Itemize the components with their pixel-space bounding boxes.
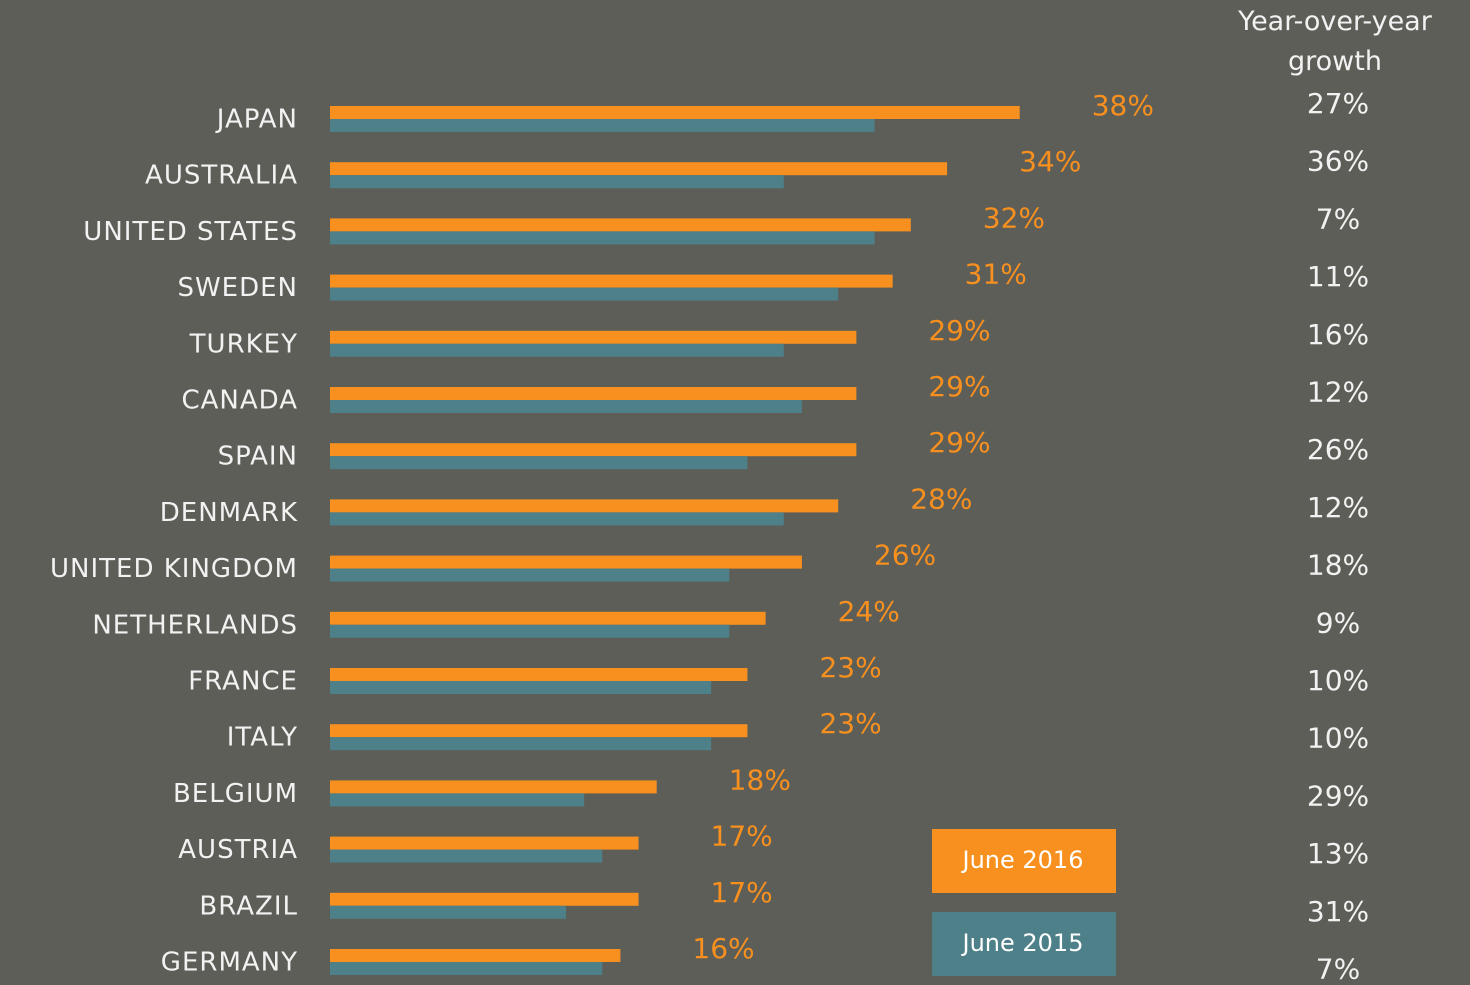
growth-title: Year-over-year growth [1238, 6, 1432, 77]
growth-value: 12% [1307, 491, 1369, 524]
bar [330, 162, 948, 176]
value-label: 29% [928, 426, 990, 459]
growth-value: 12% [1307, 376, 1369, 409]
growth-value: 29% [1307, 779, 1369, 812]
bar [330, 624, 730, 638]
bar [330, 568, 730, 582]
bar [330, 231, 875, 245]
value-label: 17% [711, 820, 773, 853]
value-label: 17% [711, 876, 773, 909]
bar [330, 343, 784, 357]
bar [330, 175, 784, 189]
category-label: DENMARK [160, 498, 298, 528]
value-label: 23% [819, 707, 881, 740]
value-label: 23% [819, 651, 881, 684]
growth-value: 18% [1307, 549, 1369, 582]
value-label: 32% [983, 201, 1045, 234]
value-label: 38% [1092, 89, 1154, 122]
bar [330, 780, 657, 794]
value-label: 28% [910, 482, 972, 515]
bar [330, 962, 603, 975]
bar [330, 905, 566, 919]
bar [330, 119, 875, 132]
growth-value: 16% [1307, 318, 1369, 351]
growth-value: 7% [1316, 202, 1360, 235]
bar [330, 724, 748, 738]
legend-swatch [932, 829, 1116, 893]
category-label: SWEDEN [177, 273, 298, 303]
value-label: 24% [838, 595, 900, 628]
value-label: 29% [928, 314, 990, 347]
bar [330, 330, 857, 344]
growth-value: 11% [1307, 260, 1369, 293]
bar [330, 274, 893, 288]
growth-value: 10% [1307, 722, 1369, 755]
category-label: ITALY [227, 723, 298, 753]
bar [330, 512, 784, 526]
category-label: BELGIUM [173, 779, 298, 809]
category-label: UNITED KINGDOM [50, 554, 298, 584]
category-label: AUSTRIA [178, 835, 298, 865]
category-label: NETHERLANDS [92, 610, 298, 640]
bar [330, 611, 766, 625]
category-label: AUSTRALIA [145, 161, 298, 191]
growth-value: 36% [1307, 145, 1369, 178]
value-label: 18% [729, 763, 791, 796]
category-label: BRAZIL [199, 891, 298, 921]
category-label: CANADA [181, 386, 298, 416]
value-label: 26% [874, 539, 936, 572]
growth-value: 9% [1316, 606, 1360, 639]
value-label: 16% [692, 932, 754, 965]
growth-value: 13% [1307, 837, 1369, 870]
growth-value: 26% [1307, 433, 1369, 466]
legend-label: June 2015 [961, 929, 1084, 957]
bar [330, 681, 712, 694]
category-label: FRANCE [188, 667, 298, 697]
bar [330, 555, 802, 569]
growth-value: 27% [1307, 87, 1369, 120]
category-label: SPAIN [218, 442, 298, 472]
growth-value: 10% [1307, 664, 1369, 697]
bar [330, 737, 712, 751]
bar [330, 793, 585, 807]
bar [330, 892, 639, 906]
bar [330, 949, 621, 962]
bar [330, 668, 748, 681]
value-label: 29% [928, 370, 990, 403]
legend-label: June 2016 [961, 846, 1084, 874]
bar [330, 499, 839, 513]
bar [330, 287, 839, 301]
category-label: UNITED STATES [83, 217, 298, 247]
growth-value: 7% [1316, 953, 1360, 985]
bar [330, 443, 857, 457]
bar [330, 218, 911, 232]
category-label: TURKEY [189, 329, 298, 359]
bar [330, 387, 857, 400]
bar [330, 849, 603, 863]
value-label: 31% [965, 258, 1027, 291]
bar [330, 836, 639, 850]
growth-title-box: Year-over-year growth [1238, 6, 1432, 77]
value-label: 34% [1019, 145, 1081, 178]
legend-swatch [932, 912, 1116, 976]
growth-value: 31% [1307, 895, 1369, 928]
category-label: JAPAN [215, 105, 298, 135]
bar [330, 456, 748, 470]
bar [330, 400, 802, 413]
bar [330, 106, 1020, 119]
category-label: GERMANY [161, 948, 298, 978]
